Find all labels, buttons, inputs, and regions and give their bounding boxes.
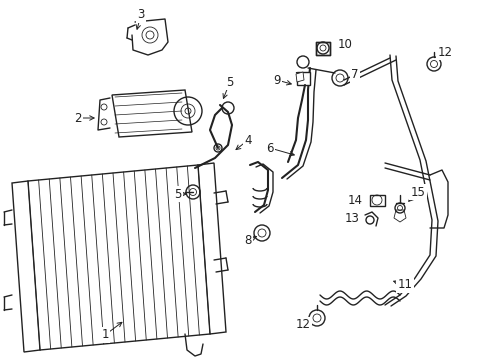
Text: 1: 1 bbox=[101, 328, 108, 342]
Text: 13: 13 bbox=[344, 211, 359, 225]
Polygon shape bbox=[295, 72, 304, 82]
Text: 12: 12 bbox=[295, 319, 310, 332]
Text: 11: 11 bbox=[397, 279, 412, 292]
Polygon shape bbox=[112, 90, 192, 137]
Polygon shape bbox=[393, 210, 405, 222]
Text: 4: 4 bbox=[244, 134, 251, 147]
Text: 5: 5 bbox=[226, 76, 233, 89]
Text: 7: 7 bbox=[350, 68, 358, 81]
Polygon shape bbox=[369, 195, 384, 206]
Polygon shape bbox=[296, 72, 309, 85]
Text: 3: 3 bbox=[137, 9, 144, 22]
Text: 15: 15 bbox=[410, 185, 425, 198]
Text: 8: 8 bbox=[244, 234, 251, 247]
Text: 6: 6 bbox=[265, 141, 273, 154]
Text: 12: 12 bbox=[437, 45, 451, 58]
Polygon shape bbox=[315, 42, 329, 55]
Text: 10: 10 bbox=[337, 39, 352, 51]
Text: 5: 5 bbox=[174, 188, 182, 201]
Polygon shape bbox=[198, 163, 225, 334]
Text: 2: 2 bbox=[74, 112, 81, 125]
Polygon shape bbox=[12, 181, 40, 352]
Text: 9: 9 bbox=[273, 73, 280, 86]
Circle shape bbox=[296, 56, 308, 68]
Text: 14: 14 bbox=[347, 194, 362, 207]
